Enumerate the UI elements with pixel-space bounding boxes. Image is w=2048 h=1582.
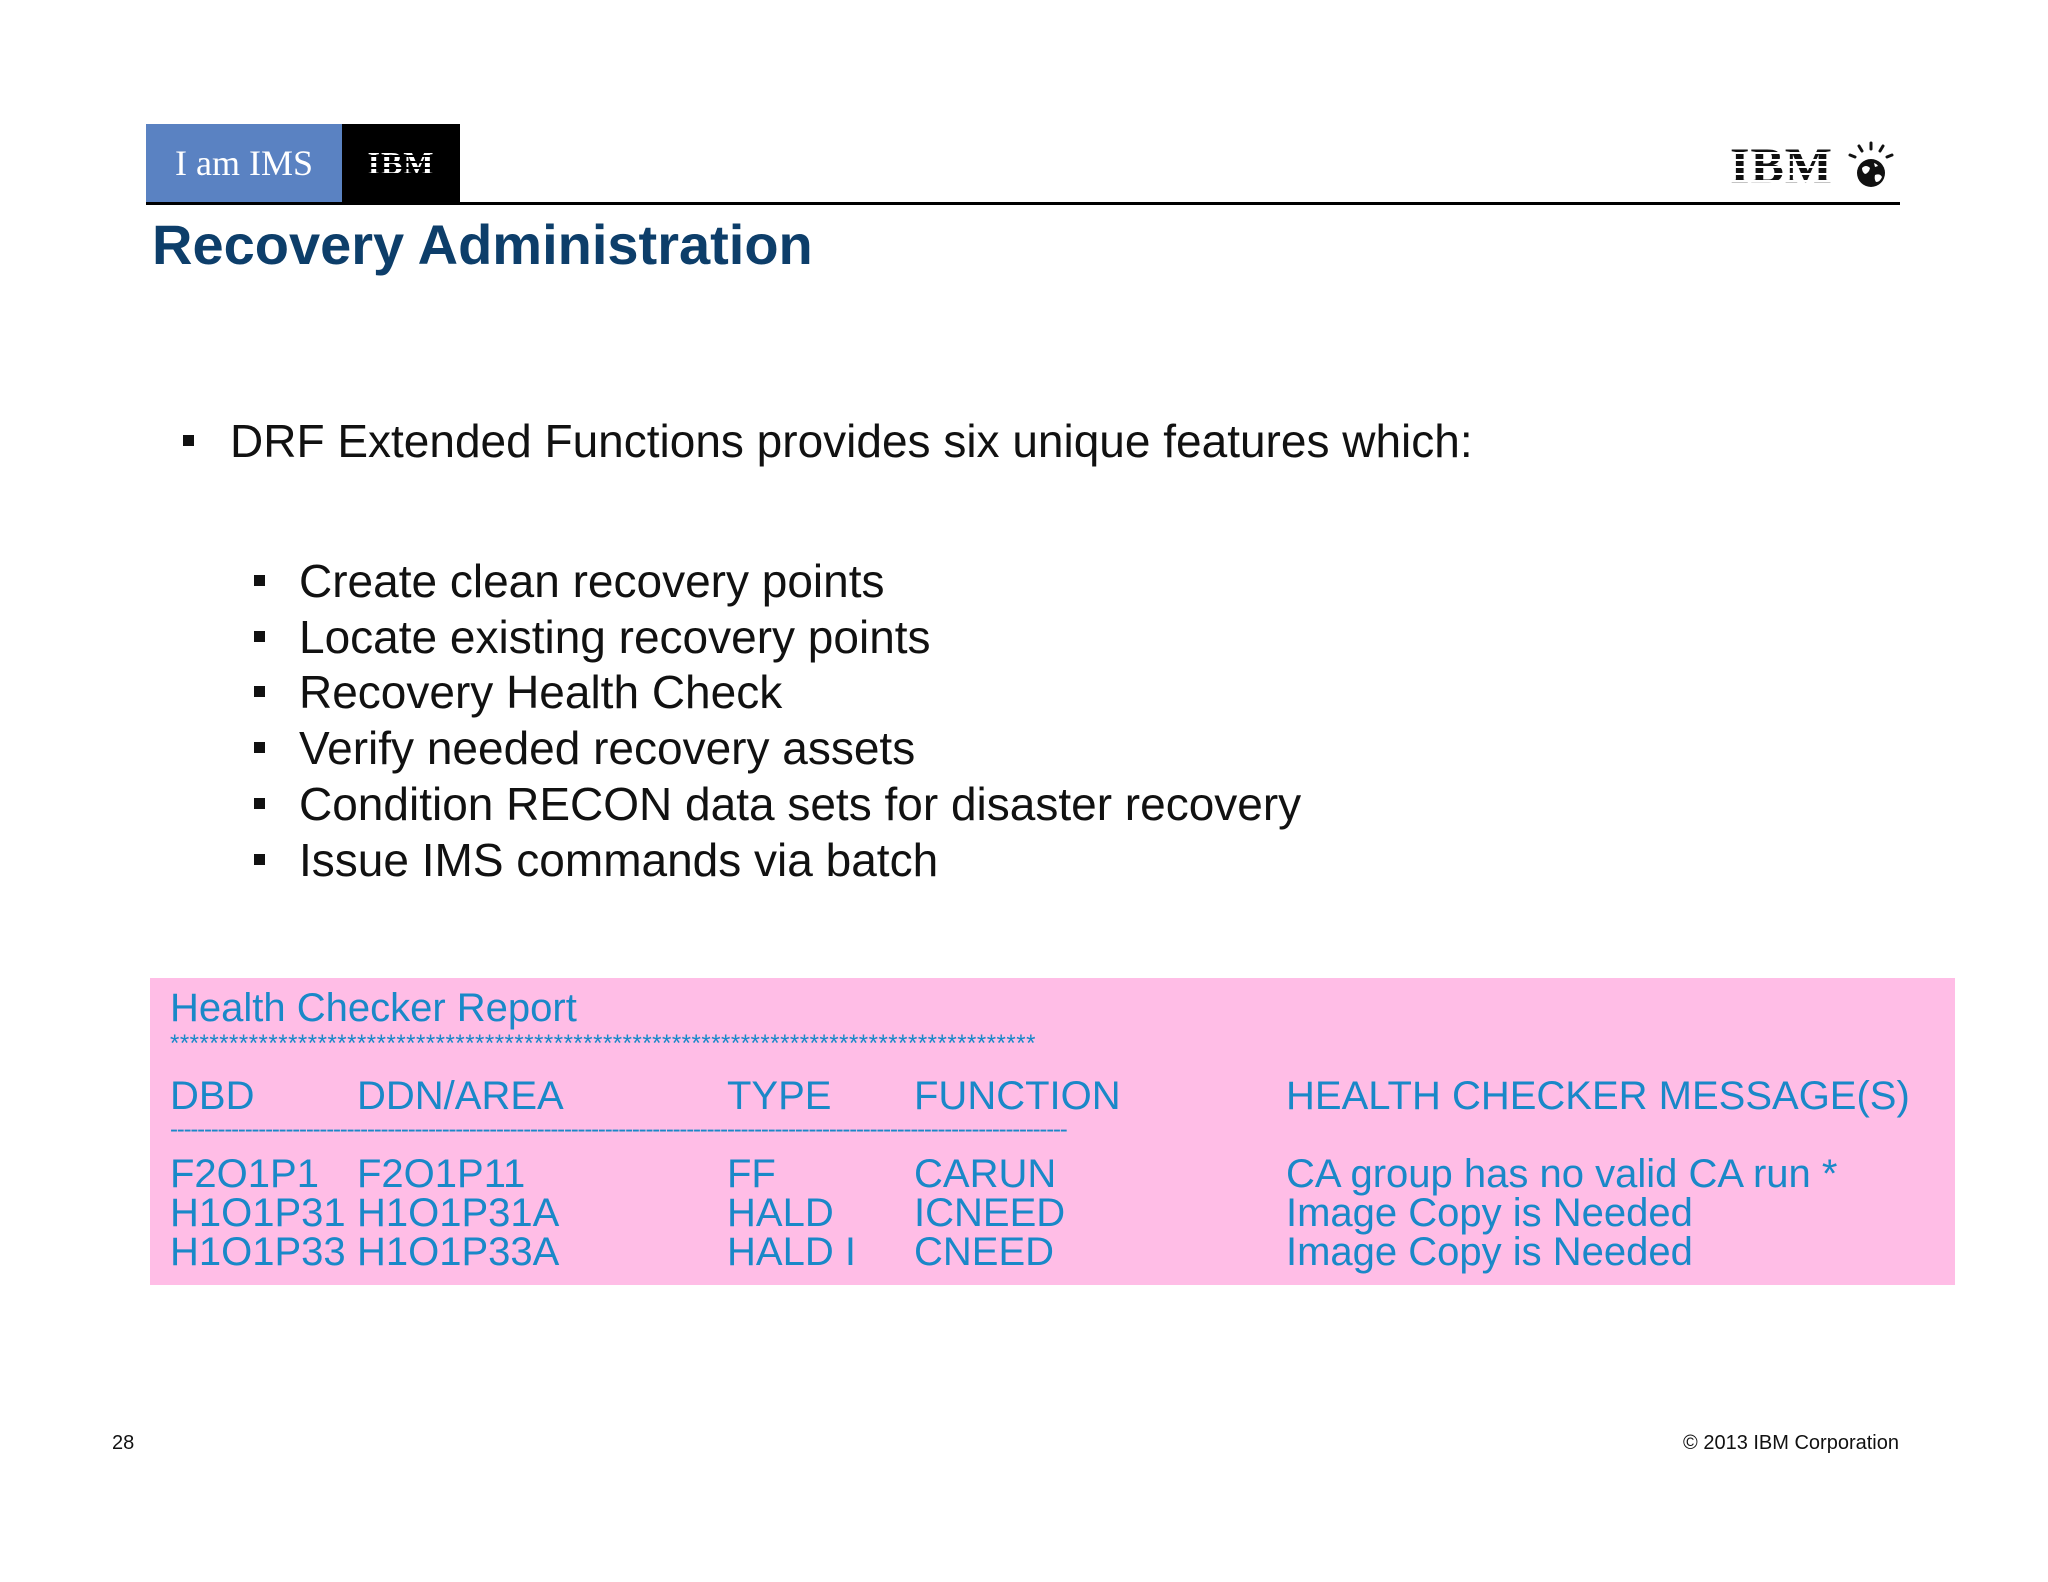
sub-bullet: Locate existing recovery points bbox=[254, 610, 931, 664]
column-header-message: HEALTH CHECKER MESSAGE(S) bbox=[1286, 1074, 1910, 1118]
globe-icon bbox=[1848, 141, 1894, 187]
cell-type: FF bbox=[727, 1152, 776, 1196]
page-number: 28 bbox=[112, 1432, 135, 1454]
sub-bullet: Condition RECON data sets for disaster r… bbox=[254, 777, 1301, 831]
cell-function: CNEED bbox=[914, 1230, 1055, 1274]
cell-dbd: H1O1P31 bbox=[170, 1191, 346, 1235]
column-header-ddn-area: DDN/AREA bbox=[357, 1074, 564, 1118]
header-divider bbox=[146, 202, 1900, 205]
column-header-dbd: DBD bbox=[170, 1074, 255, 1118]
sub-bullet: Issue IMS commands via batch bbox=[254, 833, 938, 887]
cell-message: CA group has no valid CA run * bbox=[1286, 1152, 1838, 1196]
cell-type: HALD bbox=[727, 1191, 834, 1235]
bullet-icon bbox=[254, 575, 265, 587]
page-title: Recovery Administration bbox=[152, 213, 813, 276]
copyright: © 2013 IBM Corporation bbox=[1683, 1432, 1899, 1454]
cell-message: Image Copy is Needed bbox=[1286, 1230, 1693, 1274]
cell-ddn-area: H1O1P31A bbox=[357, 1191, 560, 1235]
cell-function: ICNEED bbox=[914, 1191, 1066, 1235]
report-dash-divider: ----------------------------------------… bbox=[170, 1116, 1068, 1143]
cell-function: CARUN bbox=[914, 1152, 1057, 1196]
cell-message: Image Copy is Needed bbox=[1286, 1191, 1693, 1235]
report-title: Health Checker Report bbox=[170, 986, 577, 1030]
bullet-icon bbox=[254, 686, 265, 698]
main-bullet: DRF Extended Functions provides six uniq… bbox=[183, 414, 1473, 468]
sub-bullet: Recovery Health Check bbox=[254, 665, 782, 719]
sub-bullet: Create clean recovery points bbox=[254, 554, 885, 608]
bullet-icon bbox=[254, 742, 265, 754]
report-stars-divider: ****************************************… bbox=[170, 1030, 1036, 1057]
cell-type: HALD I bbox=[727, 1230, 856, 1274]
bullet-icon bbox=[254, 798, 265, 810]
cell-ddn-area: F2O1P11 bbox=[357, 1152, 526, 1196]
ibm-logo: IBM bbox=[1730, 140, 1895, 190]
bullet-icon bbox=[254, 631, 265, 643]
badge-text: I am IMS bbox=[146, 124, 342, 202]
ibm-wordmark: IBM bbox=[1730, 137, 1833, 193]
cell-dbd: H1O1P33 bbox=[170, 1230, 346, 1274]
cell-dbd: F2O1P1 bbox=[170, 1152, 319, 1196]
cell-ddn-area: H1O1P33A bbox=[357, 1230, 560, 1274]
ibm-badge-logo: IBM bbox=[342, 124, 460, 202]
column-header-function: FUNCTION bbox=[914, 1074, 1121, 1118]
sub-bullet: Verify needed recovery assets bbox=[254, 721, 915, 775]
i-am-ims-badge: I am IMS IBM bbox=[146, 124, 460, 202]
column-header-type: TYPE bbox=[727, 1074, 832, 1118]
health-checker-report: Health Checker Report ******************… bbox=[150, 978, 1955, 1285]
bullet-icon bbox=[254, 854, 265, 866]
bullet-icon bbox=[183, 435, 194, 447]
